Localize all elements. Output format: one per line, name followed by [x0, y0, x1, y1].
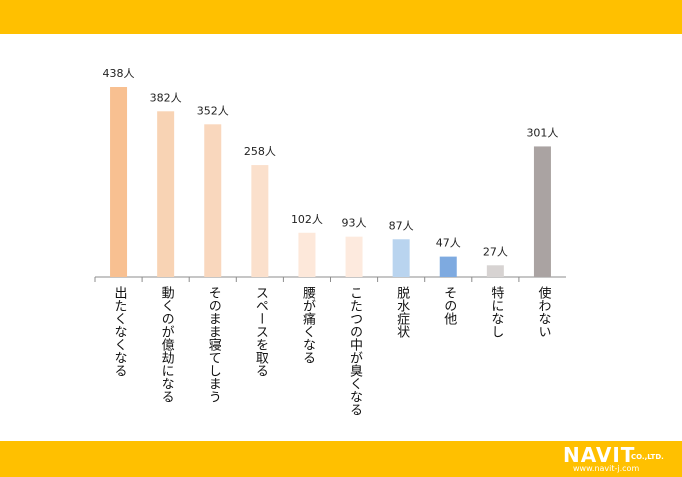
bottom-banner: [0, 441, 682, 477]
category-label-8: その他: [441, 286, 457, 325]
bar-chart: 438人 382人 352人 258人 102人 93人 87人 47人 27人 301人: [94, 67, 566, 282]
value-label-1: 438人: [103, 67, 135, 80]
value-label-2: 382人: [150, 91, 182, 104]
value-label-5: 102人: [291, 213, 323, 226]
category-label-7: 脱水症状: [394, 286, 410, 338]
bar-1: [110, 87, 128, 277]
value-label-3: 352人: [197, 104, 229, 117]
bar-8: [439, 256, 457, 277]
value-label-9: 27人: [483, 245, 508, 258]
bar-10: [533, 146, 551, 277]
navit-logo: NAVIT CO.,LTD. www.navit-j.com: [563, 444, 678, 474]
category-label-4: スペースを取る: [252, 286, 268, 377]
value-label-8: 47人: [436, 237, 461, 250]
bar-3: [204, 124, 222, 277]
bar-7: [392, 239, 410, 277]
logo-wordmark: NAVIT: [563, 443, 636, 467]
value-label-10: 301人: [526, 126, 558, 139]
logo-company-suffix: CO.,LTD.: [631, 453, 664, 461]
category-label-6: こたつの中が臭くなる: [347, 286, 363, 416]
category-label-1: 出たくなくなる: [111, 286, 127, 377]
category-label-5: 腰が痛くなる: [299, 286, 315, 364]
category-label-3: そのまま寝てしまう: [205, 286, 221, 403]
category-label-10: 使わない: [535, 286, 551, 338]
bar-2: [157, 111, 175, 277]
value-label-4: 258人: [244, 145, 276, 158]
value-label-7: 87人: [389, 219, 414, 232]
bar-9: [486, 265, 504, 277]
category-label-2: 動くのが億劫になる: [158, 286, 174, 403]
bar-6: [345, 236, 363, 277]
value-label-6: 93人: [342, 217, 367, 230]
logo-url: www.navit-j.com: [573, 464, 640, 473]
category-label-9: 特になし: [488, 286, 504, 338]
bar-5: [298, 232, 316, 277]
top-banner: [0, 0, 682, 34]
bar-4: [251, 165, 269, 277]
